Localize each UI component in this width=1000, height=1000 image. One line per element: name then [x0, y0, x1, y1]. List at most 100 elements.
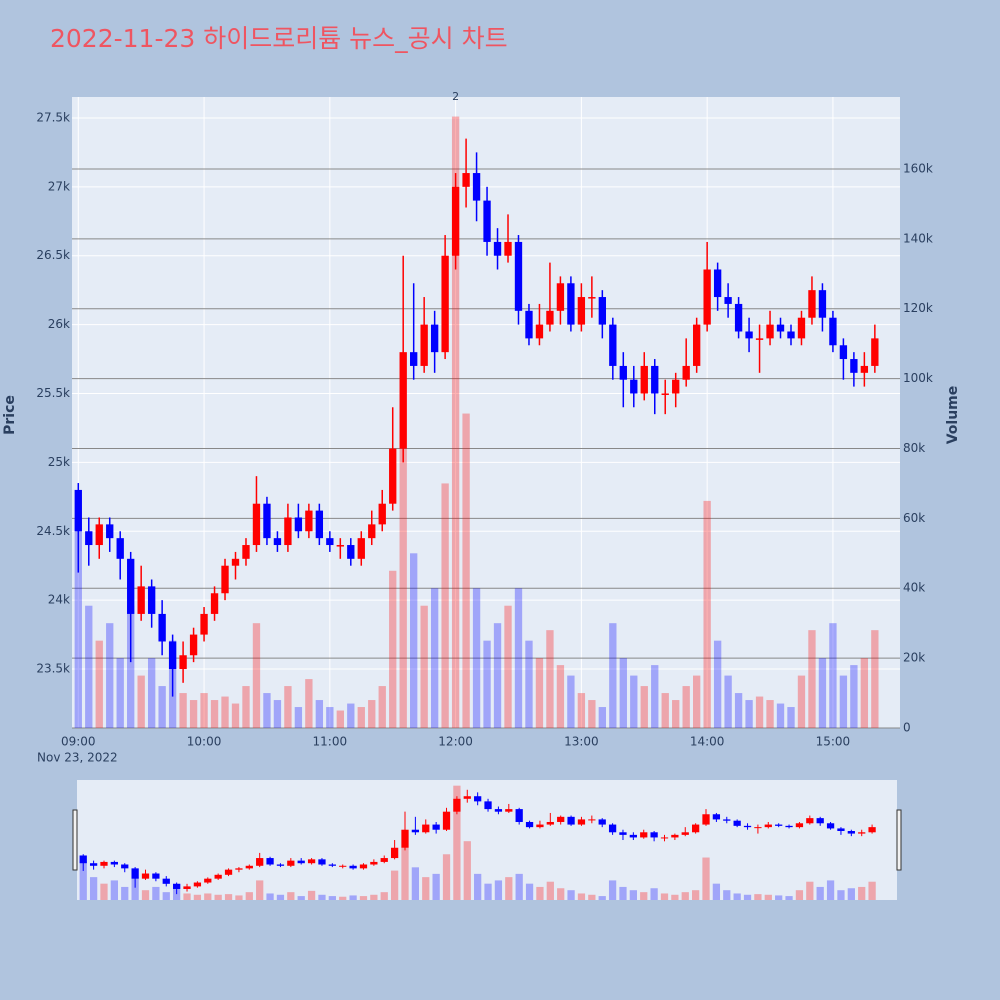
slider-candle-body	[110, 861, 118, 865]
slider-candle-body	[702, 814, 710, 825]
candle-body	[535, 324, 544, 339]
slider-volume-bar	[110, 880, 118, 900]
slider-volume-bar	[681, 892, 689, 900]
candle-body	[745, 331, 753, 339]
y-tick-label: 24k	[48, 593, 70, 607]
candle-body	[326, 538, 334, 546]
volume-bar	[577, 693, 586, 728]
y-axis-label: Price	[2, 395, 18, 435]
volume-bar	[389, 570, 397, 728]
volume-bar	[95, 640, 103, 728]
y2-tick-label: 0	[903, 721, 911, 735]
candle-body	[818, 290, 827, 318]
volume-bar	[787, 707, 795, 728]
slider-candle-body	[712, 814, 721, 820]
slider-volume-bar	[318, 894, 326, 900]
volume-bar	[525, 640, 533, 728]
volume-bar	[766, 700, 774, 728]
candle-body	[368, 524, 376, 539]
slider-candle-body	[390, 847, 399, 859]
candle-body	[221, 565, 229, 594]
slider-volume-bar	[463, 841, 471, 900]
slider-volume-bar	[816, 886, 824, 900]
candle-body	[315, 510, 324, 539]
candle-body	[713, 269, 722, 298]
slider-volume-bar	[453, 785, 461, 900]
slider-handle-left[interactable]	[72, 809, 78, 871]
candle-body	[797, 317, 806, 339]
candle-body	[420, 324, 428, 366]
slider-candle-body	[245, 865, 253, 869]
volume-bar	[336, 710, 344, 728]
slider-volume-bar	[640, 892, 648, 900]
candle-body	[399, 352, 407, 449]
candle-body	[347, 545, 355, 559]
candle-body	[839, 345, 848, 360]
slider-volume-bar	[442, 854, 451, 900]
candle-body	[147, 586, 156, 614]
volume-bar	[672, 700, 680, 728]
slider-candle-body	[619, 832, 627, 835]
slider-candle-body	[785, 825, 793, 828]
x-tick-label: 13:00	[564, 735, 599, 749]
slider-volume-bar	[660, 893, 669, 900]
candle-body	[85, 531, 93, 546]
slider-candle-body	[484, 801, 492, 810]
y2-tick-label: 60k	[903, 511, 925, 525]
slider-volume-bar	[806, 881, 814, 900]
candle-body	[378, 503, 386, 525]
slider-candle-body	[837, 828, 845, 832]
candle-body	[483, 200, 491, 242]
volume-bar	[713, 640, 722, 728]
slider-handle-right[interactable]	[896, 809, 902, 871]
slider-volume-bar	[743, 894, 752, 900]
volume-bar	[252, 623, 261, 728]
slider-volume-bar	[235, 895, 243, 900]
slider-volume-bar	[795, 890, 804, 900]
y-tick-label: 27.5k	[36, 110, 70, 124]
volume-bar	[609, 623, 617, 728]
slider-volume-bar	[577, 893, 586, 900]
candle-body	[860, 365, 869, 373]
candle-body	[106, 524, 114, 539]
slider-volume-bar	[733, 893, 741, 900]
volume-bar	[158, 686, 166, 728]
range-slider[interactable]	[77, 780, 897, 900]
slider-candle-body	[546, 821, 554, 825]
slider-volume-bar	[193, 894, 202, 900]
slider-candle-body	[173, 883, 181, 889]
candle-body	[556, 283, 565, 311]
candle-body	[168, 641, 177, 670]
slider-candle-body	[795, 823, 804, 828]
chart-title: 2022-11-23 하이드로리튬 뉴스_공시 차트	[50, 24, 508, 53]
slider-volume-bar	[79, 860, 87, 900]
slider-candle-body	[598, 819, 606, 825]
slider-volume-bar	[826, 880, 835, 900]
y2-tick-label: 160k	[903, 161, 933, 175]
x-tick-label: 11:00	[313, 735, 348, 749]
slider-volume-bar	[847, 888, 855, 900]
slider-volume-bar	[162, 892, 170, 900]
slider-candle-body	[307, 859, 316, 864]
volume-bar	[273, 700, 282, 728]
slider-candle-body	[349, 865, 357, 869]
slider-candle-body	[432, 824, 440, 830]
volume-bar	[116, 658, 124, 728]
candle-body	[776, 324, 785, 332]
slider-volume-bar	[370, 894, 378, 900]
slider-candle-body	[754, 827, 762, 829]
slider-volume-bar	[525, 883, 534, 900]
slider-volume-bar	[390, 870, 399, 900]
candle-body	[787, 331, 795, 339]
volume-bar	[472, 588, 481, 728]
y2-tick-label: 40k	[903, 581, 925, 595]
candle-body	[441, 255, 449, 353]
candle-body	[651, 365, 659, 394]
volume-bar	[263, 693, 271, 728]
volume-bar	[210, 700, 219, 728]
slider-volume-bar	[775, 895, 783, 900]
slider-candle-body	[588, 819, 596, 821]
y-tick-label: 23.5k	[36, 662, 70, 676]
candle-body	[127, 558, 135, 614]
volume-bar	[410, 553, 418, 728]
